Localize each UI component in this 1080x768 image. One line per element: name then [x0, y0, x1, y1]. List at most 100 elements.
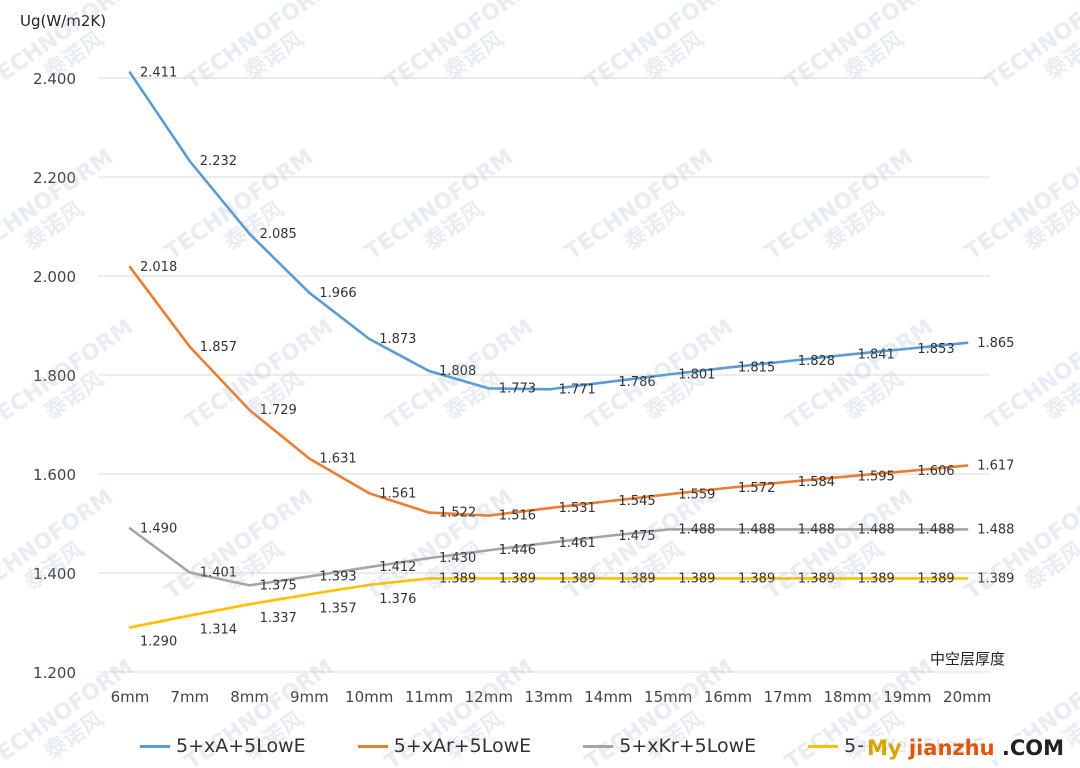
x-tick-label: 7mm [170, 688, 209, 706]
legend-item: 5+xKr+5LowE [583, 735, 756, 757]
y-tick-label: 2.200 [33, 169, 76, 187]
data-label: 2.411 [140, 66, 177, 81]
y-tick-label: 1.600 [33, 466, 76, 484]
data-label: 1.446 [499, 543, 536, 558]
data-label: 1.853 [917, 342, 954, 357]
data-label: 1.488 [977, 522, 1014, 537]
x-tick-label: 6mm [111, 688, 150, 706]
data-label: 1.389 [977, 571, 1014, 586]
x-tick-label: 14mm [584, 688, 632, 706]
legend-swatch [583, 744, 614, 748]
data-label: 1.828 [798, 354, 835, 369]
data-label: 1.290 [140, 634, 177, 649]
data-label: 1.595 [858, 469, 895, 484]
legend-item: 5+xA+5LowE [140, 735, 306, 757]
data-label: 1.771 [559, 382, 596, 397]
y-tick-label: 2.400 [33, 70, 76, 88]
data-label: 1.488 [917, 522, 954, 537]
data-label: 1.572 [738, 481, 775, 496]
data-label: 1.841 [858, 348, 895, 363]
x-tick-label: 11mm [405, 688, 453, 706]
data-label: 1.389 [678, 571, 715, 586]
data-label: 2.085 [260, 227, 297, 242]
data-label: 1.808 [439, 364, 476, 379]
x-tick-label: 12mm [465, 688, 513, 706]
x-tick-label: 17mm [764, 688, 812, 706]
data-label: 1.561 [379, 486, 416, 501]
series-lines [128, 71, 969, 629]
data-labels: 2.411 2.232 2.085 1.966 1.873 1.808 1.773 1.771… [140, 66, 1014, 650]
data-label: 1.490 [140, 521, 177, 536]
x-tick-label: 20mm [943, 688, 991, 706]
data-label: 1.545 [618, 494, 655, 509]
data-label: 2.018 [140, 260, 177, 275]
data-label: 1.393 [319, 569, 356, 584]
y-tick-label: 1.800 [33, 367, 76, 385]
data-label: 1.389 [559, 571, 596, 586]
data-label: 1.516 [499, 509, 536, 524]
data-label: 1.786 [618, 375, 655, 390]
data-label: 1.375 [260, 578, 297, 593]
y-tick-label: 1.200 [33, 664, 76, 682]
legend-label: 5+xA+5LowE [176, 735, 306, 757]
data-label: 1.584 [798, 475, 835, 490]
data-label: 1.389 [917, 571, 954, 586]
data-label: 1.488 [738, 522, 775, 537]
data-label: 1.314 [200, 623, 237, 638]
data-label: 1.337 [260, 611, 297, 626]
legend-item: 5+xAr+5LowE [357, 735, 532, 757]
data-label: 1.865 [977, 336, 1014, 351]
data-label: 1.389 [618, 571, 655, 586]
y-axis-title: Ug(W/m2K) [20, 12, 106, 30]
y-tick-label: 1.400 [33, 565, 76, 583]
x-tick-label: 19mm [883, 688, 931, 706]
legend-label: 5+xKr+5LowE [619, 735, 757, 757]
legend-label: 5+xAr+5LowE [393, 735, 532, 757]
x-tick-labels: 6mm 7mm 8mm 9mm 10mm 11mm 12mm 13mm 14mm 15mm 16mm… [111, 688, 992, 706]
data-label: 1.857 [200, 340, 237, 355]
data-label: 1.389 [738, 571, 775, 586]
data-label: 1.617 [977, 459, 1014, 474]
data-label: 1.488 [858, 522, 895, 537]
series-line-3 [128, 527, 969, 587]
series-line-1 [128, 71, 969, 391]
data-label: 1.873 [379, 332, 416, 347]
x-tick-label: 10mm [345, 688, 393, 706]
data-label: 1.815 [738, 361, 775, 376]
data-label: 1.488 [798, 522, 835, 537]
legend-swatch [357, 744, 388, 748]
x-tick-label: 8mm [230, 688, 269, 706]
data-label: 1.376 [379, 592, 416, 607]
x-tick-label: 15mm [644, 688, 692, 706]
site-logo: My jianzhu .COM [863, 736, 1068, 760]
data-label: 1.729 [260, 403, 297, 418]
data-label: 1.801 [678, 368, 715, 383]
legend: 5+xA+5LowE5+xAr+5LowE5+xKr+5LowE5+xXe+5L… [140, 732, 985, 760]
data-label: 1.389 [858, 571, 895, 586]
data-label: 1.430 [439, 551, 476, 566]
legend-swatch [140, 744, 170, 748]
data-label: 1.773 [499, 381, 536, 396]
site-logo-part1: My [867, 736, 909, 760]
x-tick-label: 9mm [290, 688, 329, 706]
data-label: 1.461 [559, 536, 596, 551]
x-tick-label: 16mm [704, 688, 752, 706]
data-label: 1.559 [678, 487, 715, 502]
data-label: 1.606 [917, 464, 954, 479]
series-line-4 [128, 577, 969, 629]
data-label: 1.522 [439, 506, 476, 521]
data-label: 1.488 [678, 522, 715, 537]
data-label: 1.389 [798, 571, 835, 586]
site-logo-part3: .COM [994, 736, 1064, 760]
x-tick-label: 13mm [524, 688, 572, 706]
data-label: 1.531 [559, 501, 596, 516]
gridlines [98, 77, 990, 673]
y-tick-label: 2.000 [33, 268, 76, 286]
data-label: 1.401 [200, 566, 237, 581]
data-label: 1.966 [319, 286, 356, 301]
data-label: 1.475 [618, 529, 655, 544]
data-label: 1.389 [439, 571, 476, 586]
x-axis-title: 中空层厚度 [930, 650, 1005, 668]
data-label: 1.357 [319, 601, 356, 616]
